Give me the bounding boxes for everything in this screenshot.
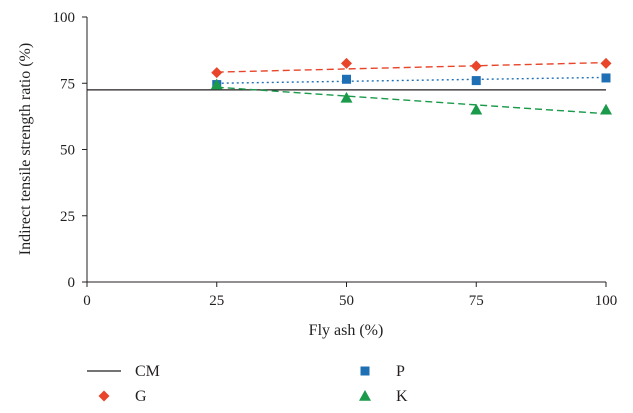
- legend: CM G PK: [87, 363, 408, 405]
- x-tick-label: 100: [595, 293, 618, 309]
- data-point-p: [601, 73, 611, 83]
- legend-label-g: G: [135, 388, 147, 405]
- data-point-k: [210, 78, 223, 90]
- ticks: 0 25 50 75 100 0 25 50 75 100: [53, 10, 618, 309]
- y-tick-label: 25: [60, 209, 75, 225]
- trendline-g: [216, 61, 607, 73]
- x-tick-label: 75: [469, 293, 484, 309]
- legend-swatch-k: [359, 390, 371, 401]
- legend-swatch-g: [98, 390, 110, 402]
- y-tick-label: 0: [68, 275, 76, 291]
- axes: [86, 17, 606, 283]
- data-point-g: [470, 60, 482, 72]
- legend-label-p: P: [396, 363, 405, 380]
- legend-item-p: P: [360, 363, 405, 380]
- data-point-g: [211, 67, 223, 79]
- y-axis-title: Indirect tensile strength ratio (%): [17, 43, 34, 255]
- data-point-g: [600, 57, 612, 69]
- y-tick-label: 50: [60, 143, 75, 159]
- data-point-k: [470, 103, 483, 115]
- y-tick-label: 100: [53, 10, 76, 26]
- legend-item-g: G: [98, 388, 147, 405]
- data-point-k: [340, 91, 353, 103]
- trendlines: [216, 61, 607, 115]
- legend-label-cm: CM: [135, 363, 160, 380]
- x-tick-label: 25: [209, 293, 224, 309]
- trendline-p: [216, 76, 607, 84]
- x-tick-label: 0: [83, 293, 91, 309]
- x-tick-label: 50: [339, 293, 354, 309]
- data-point-p: [342, 74, 351, 84]
- data-point-p: [471, 76, 481, 86]
- data-point-k: [600, 103, 612, 115]
- y-tick-label: 75: [60, 76, 75, 92]
- legend-item-k: K: [359, 388, 408, 405]
- data-point-g: [341, 57, 352, 69]
- legend-item-cm: CM: [87, 363, 160, 380]
- markers: [210, 57, 612, 115]
- trendline-k: [216, 86, 607, 115]
- legend-swatch-p: [360, 366, 370, 376]
- legend-label-k: K: [396, 388, 408, 405]
- x-axis-title: Fly ash (%): [309, 322, 384, 339]
